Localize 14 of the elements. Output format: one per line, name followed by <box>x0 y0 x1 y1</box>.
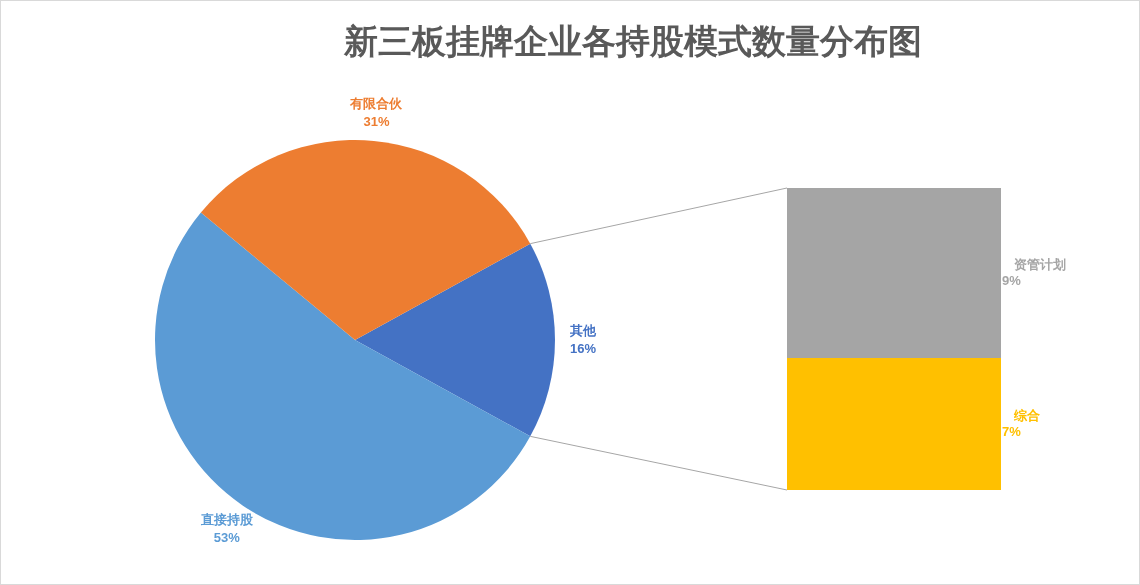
pie-slice <box>200 140 531 340</box>
pie-slice <box>155 212 531 540</box>
data-label: 9% <box>1002 272 1022 288</box>
chart-title: 新三板挂牌企业各持股模式数量分布图 <box>343 22 922 60</box>
data-label: 53% <box>213 529 241 545</box>
pie-slice <box>355 243 555 437</box>
data-label: 31% <box>363 114 390 130</box>
data-label: 7% <box>1002 423 1022 439</box>
series-label: 资管计划 <box>1014 256 1066 272</box>
slice-label: 有限合伙 <box>349 96 404 112</box>
slice-label: 直接持股 <box>199 511 254 527</box>
data-label: 16% <box>569 341 597 356</box>
series-label: 综合 <box>1013 407 1040 423</box>
slice-label: 其他 <box>569 323 597 338</box>
